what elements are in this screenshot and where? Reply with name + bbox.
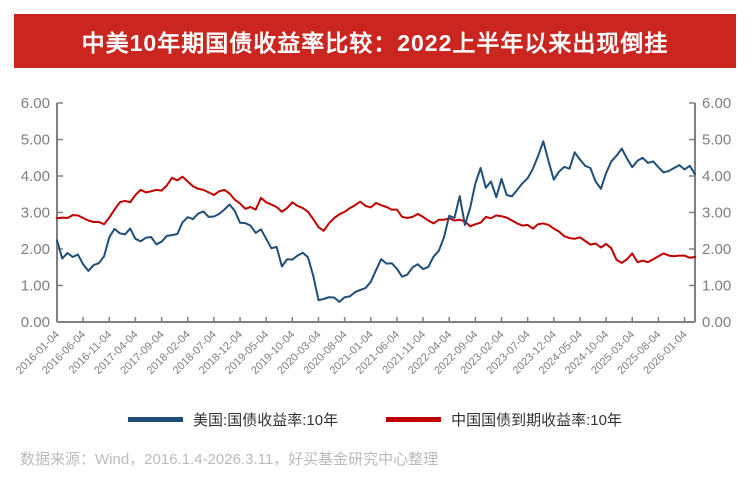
y-tick-label-left: 3.00 [21, 205, 50, 222]
y-tick-label-right: 4.00 [702, 168, 731, 185]
china-line-swatch [386, 417, 442, 422]
y-tick-label-right: 5.00 [702, 132, 731, 149]
yield-comparison-chart: 0.00 0.00 1.00 1.00 2.00 2.00 3.00 3.00 4.00 4.00… [14, 95, 731, 377]
y-tick-label-left: 6.00 [21, 95, 50, 112]
legend-item-us: 美国:国债收益率:10年 [128, 409, 338, 430]
china-legend-label: 中国国债到期收益率:10年 [451, 412, 622, 429]
y-tick-label-left: 2.00 [21, 241, 50, 258]
y-tick-label-left: 5.00 [21, 132, 50, 149]
china-series-line [56, 175, 696, 264]
y-tick-label-left: 1.00 [21, 278, 50, 295]
title-banner: 中美10年期国债收益率比较：2022上半年以来出现倒挂 [14, 14, 736, 68]
y-tick-label-right: 6.00 [702, 95, 731, 112]
us-series-line [56, 140, 696, 303]
y-tick-label-right: 1.00 [702, 278, 731, 295]
page-title: 中美10年期国债收益率比较：2022上半年以来出现倒挂 [81, 30, 669, 56]
y-tick-label-left: 0.00 [21, 314, 50, 331]
y-tick-label-right: 2.00 [702, 241, 731, 258]
source-note: 数据来源：Wind，2016.1.4-2026.3.11，好买基金研究中心整理 [20, 451, 439, 468]
legend-item-china: 中国国债到期收益率:10年 [386, 409, 622, 430]
us-line-swatch [128, 417, 184, 422]
us-legend-label: 美国:国债收益率:10年 [193, 412, 339, 429]
y-tick-label-left: 4.00 [21, 168, 50, 185]
legend: 美国:国债收益率:10年 中国国债到期收益率:10年 [0, 409, 750, 430]
y-tick-label-right: 3.00 [702, 205, 731, 222]
y-tick-label-right: 0.00 [702, 314, 731, 331]
